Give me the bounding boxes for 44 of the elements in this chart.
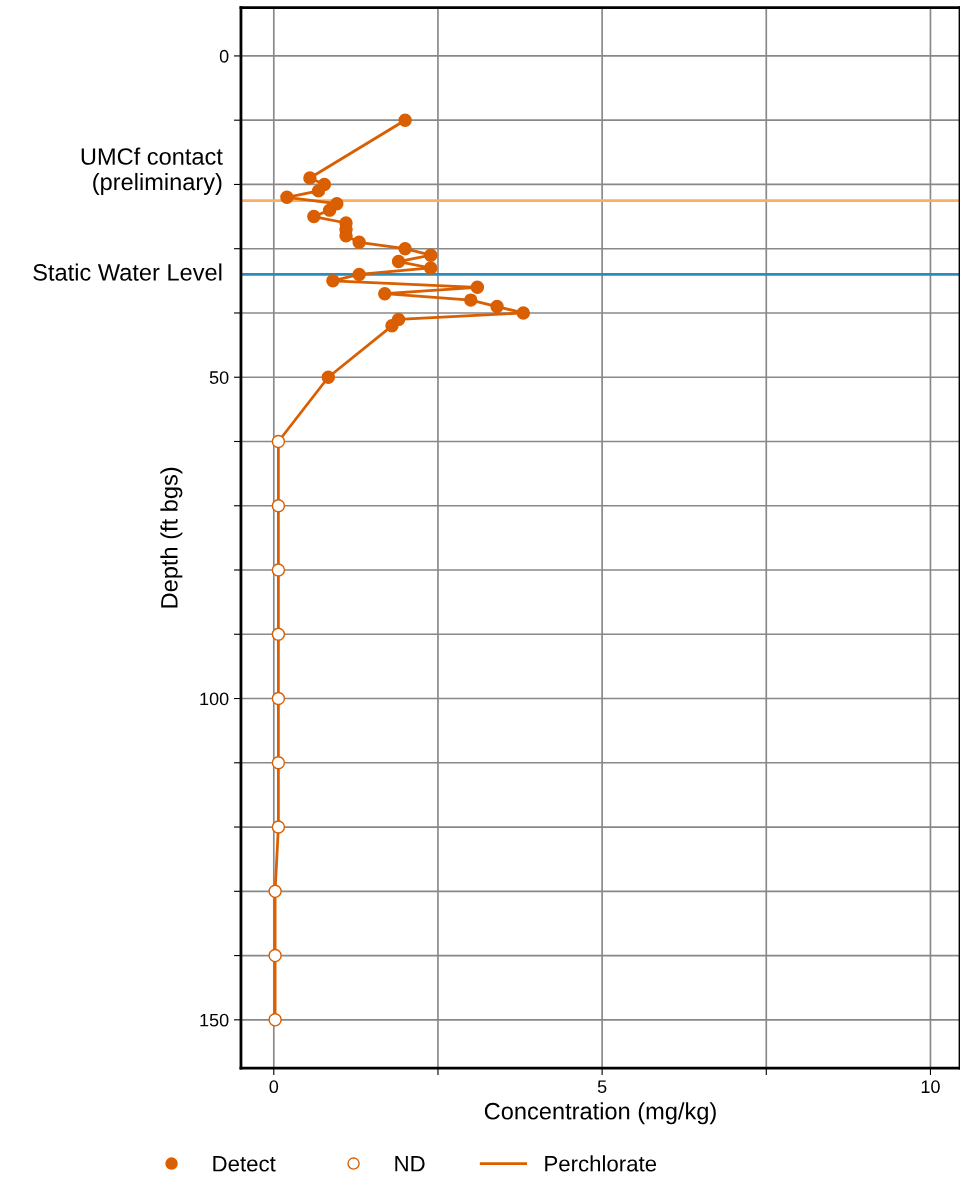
point (464, 293, 478, 307)
point (352, 235, 366, 249)
point (271, 434, 286, 449)
point (322, 203, 337, 217)
x-tick-label: 5 (597, 1080, 607, 1094)
y-tick-label: 50 (209, 371, 229, 384)
x-tick-label: 0 (269, 1080, 279, 1094)
y-tick-label: 150 (200, 1013, 229, 1027)
ref-line-label: UMCf contact (preliminary) (81, 147, 223, 195)
y-tick-label: 100 (200, 692, 229, 706)
point (268, 884, 282, 899)
point (303, 171, 317, 185)
point (307, 209, 321, 224)
point (391, 254, 406, 269)
point (271, 499, 286, 513)
point (470, 280, 485, 294)
point (321, 370, 336, 384)
point (326, 274, 340, 288)
ref-line-label: Static Water Level (33, 263, 222, 281)
x-tick-label: 10 (921, 1080, 940, 1094)
point (398, 242, 412, 256)
point (268, 948, 282, 963)
legend-label: Detect (213, 1156, 276, 1172)
point (385, 319, 399, 333)
point (311, 184, 326, 198)
legend-label: ND (395, 1156, 425, 1172)
point (378, 286, 392, 301)
legend-label: Perchlorate (545, 1155, 657, 1172)
point (516, 306, 531, 320)
point (280, 190, 294, 205)
point (490, 299, 504, 314)
point (398, 113, 412, 127)
point (271, 563, 286, 577)
point (424, 248, 438, 262)
point (271, 691, 286, 706)
y-axis-title: Depth (ft bgs) (160, 467, 183, 608)
x-axis-title: Concentration (mg/kg) (484, 1102, 716, 1125)
point (352, 267, 366, 282)
point (271, 627, 286, 641)
point (271, 820, 286, 834)
y-tick-label: 0 (219, 49, 229, 63)
point (268, 1013, 282, 1027)
point (271, 756, 286, 770)
point (424, 261, 438, 275)
